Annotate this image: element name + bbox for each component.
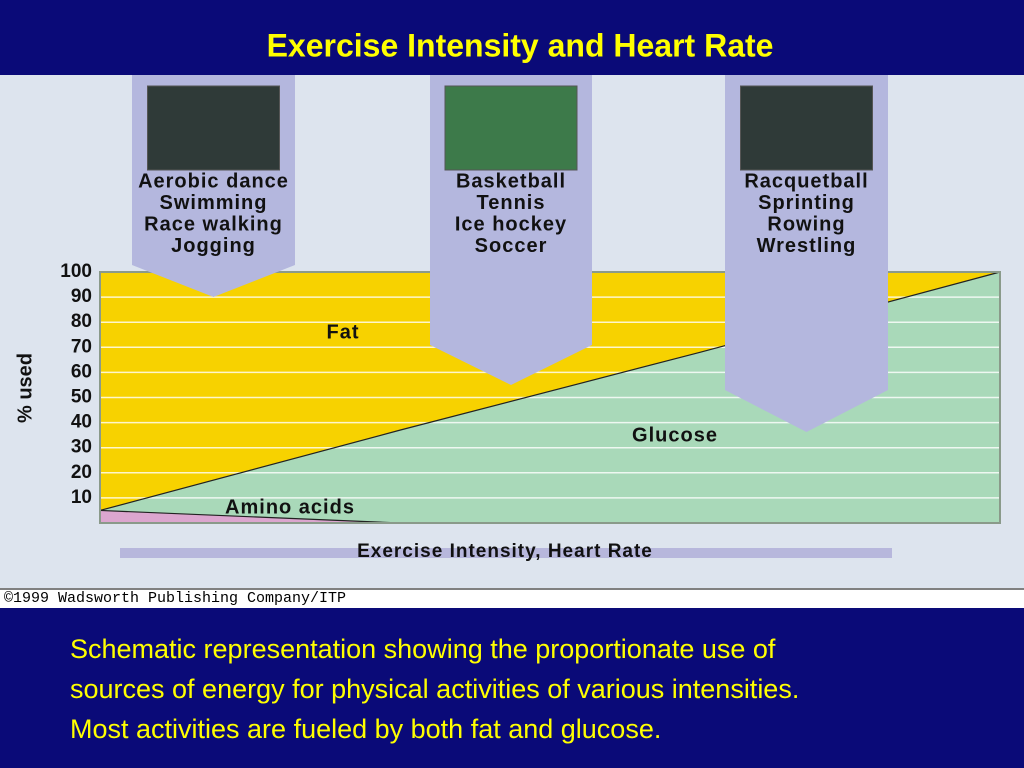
copyright-band	[0, 588, 1024, 608]
y-tick-label: 50	[71, 387, 92, 408]
activity-label: Basketball	[456, 170, 566, 192]
caption-line: Schematic representation showing the pro…	[70, 634, 776, 664]
photo	[740, 85, 873, 171]
title-band	[0, 0, 1024, 75]
y-tick-label: 30	[71, 437, 92, 458]
activity-label: Wrestling	[757, 235, 857, 257]
x-axis-label: Exercise Intensity, Heart Rate	[357, 541, 653, 562]
y-tick-label: 80	[71, 311, 92, 332]
activity-label: Sprinting	[758, 192, 855, 214]
y-tick-label: 40	[71, 412, 92, 433]
activity-label: Aerobic dance	[138, 170, 289, 192]
activity-label: Jogging	[171, 235, 256, 257]
activity-label: Ice hockey	[455, 213, 567, 235]
slide-title: Exercise Intensity and Heart Rate	[267, 27, 774, 63]
y-tick-label: 20	[71, 462, 92, 483]
copyright: ©1999 Wadsworth Publishing Company/ITP	[4, 590, 346, 607]
x-axis-bar	[120, 548, 892, 558]
activity-label: Race walking	[144, 213, 283, 235]
y-tick-label: 10	[71, 487, 92, 508]
series-label: Fat	[327, 321, 360, 343]
y-tick-label: 60	[71, 361, 92, 382]
y-tick-label: 70	[71, 336, 92, 357]
series-label: Glucose	[632, 424, 718, 446]
series-label: Amino acids	[225, 496, 355, 518]
y-axis-label: % used	[14, 353, 36, 423]
photo	[444, 85, 578, 171]
activity-label: Racquetball	[744, 170, 868, 192]
activity-label: Swimming	[159, 192, 267, 214]
activity-label: Tennis	[477, 192, 546, 214]
area	[100, 510, 1000, 523]
caption-band	[0, 608, 1024, 768]
activity-label: Rowing	[767, 213, 845, 235]
photo	[147, 85, 280, 171]
y-tick-label: 90	[71, 286, 92, 307]
activity-label: Soccer	[475, 235, 548, 257]
y-tick-label: 100	[60, 261, 92, 282]
caption-line: sources of energy for physical activitie…	[70, 674, 799, 704]
caption-line: Most activities are fueled by both fat a…	[70, 714, 661, 744]
